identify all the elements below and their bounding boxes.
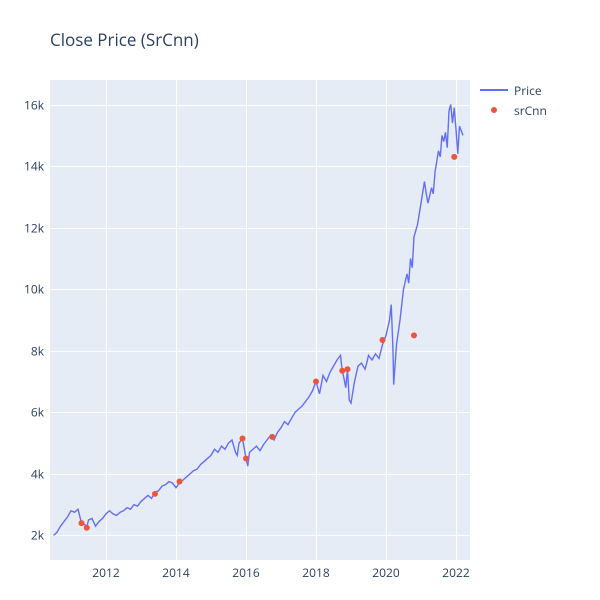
srcnn-point <box>345 366 351 372</box>
srcnn-point <box>79 520 85 526</box>
y-tick-label: 4k <box>31 465 44 482</box>
x-tick-label: 2020 <box>372 564 399 581</box>
x-tick-label: 2012 <box>92 564 119 581</box>
y-tick-label: 12k <box>24 219 44 236</box>
y-tick-label: 14k <box>24 158 44 175</box>
legend: Price srCnn <box>480 80 547 120</box>
legend-line-swatch <box>480 89 508 91</box>
srcnn-point <box>84 525 90 531</box>
y-tick-label: 2k <box>31 527 44 544</box>
srcnn-point <box>339 368 345 374</box>
chart-svg <box>50 80 470 560</box>
x-tick-label: 2022 <box>442 564 469 581</box>
srcnn-point <box>411 332 417 338</box>
legend-marker-swatch-wrap <box>480 100 508 120</box>
y-tick-label: 16k <box>24 96 44 113</box>
legend-item-srcnn[interactable]: srCnn <box>480 100 547 120</box>
srcnn-point <box>152 491 158 497</box>
srcnn-point <box>313 379 319 385</box>
srcnn-point <box>269 434 275 440</box>
legend-label: srCnn <box>514 102 547 119</box>
srcnn-point <box>240 435 246 441</box>
y-tick-label: 6k <box>31 404 44 421</box>
legend-item-price[interactable]: Price <box>480 80 547 100</box>
price-series-line <box>54 105 464 536</box>
srcnn-point <box>380 337 386 343</box>
plot-area <box>50 80 470 560</box>
legend-marker-swatch <box>491 107 497 113</box>
srcnn-series-points <box>79 154 458 531</box>
x-tick-label: 2016 <box>232 564 259 581</box>
x-tick-label: 2014 <box>162 564 189 581</box>
x-tick-label: 2018 <box>302 564 329 581</box>
y-tick-label: 10k <box>24 281 44 298</box>
srcnn-point <box>243 455 249 461</box>
chart-title: Close Price (SrCnn) <box>50 28 199 51</box>
srcnn-point <box>451 154 457 160</box>
y-tick-label: 8k <box>31 342 44 359</box>
srcnn-point <box>177 479 183 485</box>
legend-label: Price <box>514 82 542 99</box>
